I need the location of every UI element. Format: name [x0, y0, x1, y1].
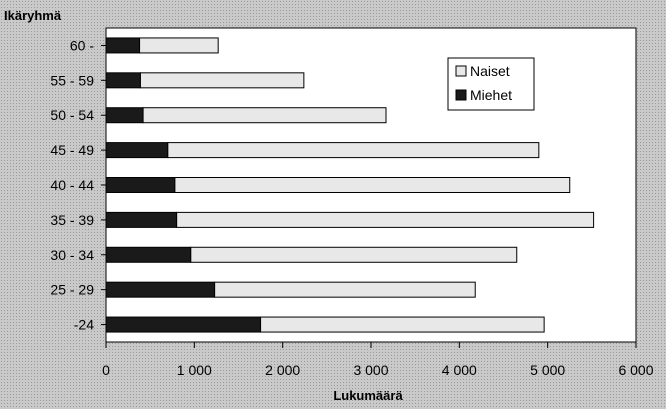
bar-naiset-1 [139, 72, 305, 89]
bar-miehet-1 [105, 72, 141, 89]
x-tick-label: 5 000 [530, 362, 565, 378]
bar-miehet-2 [105, 107, 144, 124]
y-tick-label: 60 - [70, 37, 94, 53]
y-tick-label: 30 - 34 [50, 247, 94, 263]
y-tick-label: 25 - 29 [50, 282, 94, 298]
y-tick-label: 45 - 49 [50, 142, 94, 158]
legend-label-miehet: Miehet [470, 87, 512, 103]
y-axis-ticks: 60 - 55 - 59 50 - 54 45 - 49 40 - 44 35 - 39 3… [50, 37, 106, 333]
x-tick-label: 1 000 [177, 362, 212, 378]
x-axis-title: Lukumäärä [333, 388, 403, 403]
x-tick-label: 4 000 [442, 362, 477, 378]
x-tick-label: 0 [102, 362, 110, 378]
y-tick-label: 55 - 59 [50, 72, 94, 88]
x-axis-ticks: 0 1 000 2 000 3 000 4 000 5 000 6 000 [102, 342, 654, 378]
bar-miehet-6 [105, 246, 192, 263]
bar-miehet-0 [105, 37, 141, 54]
x-tick-label: 2 000 [265, 362, 300, 378]
legend: Naiset Miehet [447, 57, 535, 111]
y-axis-title: Ikäryhmä [4, 8, 62, 23]
bar-miehet-4 [105, 177, 176, 193]
x-tick-label: 3 000 [353, 362, 388, 378]
bar-miehet-8 [105, 316, 262, 333]
x-tick-label: 6 000 [618, 362, 653, 378]
bar-miehet-5 [105, 211, 178, 228]
bar-miehet-7 [105, 281, 216, 298]
bar-naiset-4 [174, 177, 571, 193]
bar-naiset-8 [260, 316, 545, 333]
bars-group [105, 37, 595, 333]
y-tick-label: 50 - 54 [50, 107, 94, 123]
y-tick-label: 35 - 39 [50, 212, 94, 228]
bar-naiset-7 [214, 281, 476, 298]
bar-naiset-0 [139, 37, 219, 54]
bar-naiset-5 [176, 211, 595, 228]
bar-naiset-2 [142, 107, 387, 124]
bar-naiset-3 [167, 142, 540, 159]
legend-swatch-miehet [455, 89, 467, 101]
bar-naiset-6 [190, 246, 518, 263]
y-tick-label: -24 [74, 317, 94, 333]
bar-miehet-3 [105, 142, 169, 159]
legend-swatch-naiset [455, 65, 467, 77]
y-tick-label: 40 - 44 [50, 177, 94, 193]
legend-label-naiset: Naiset [470, 63, 510, 79]
